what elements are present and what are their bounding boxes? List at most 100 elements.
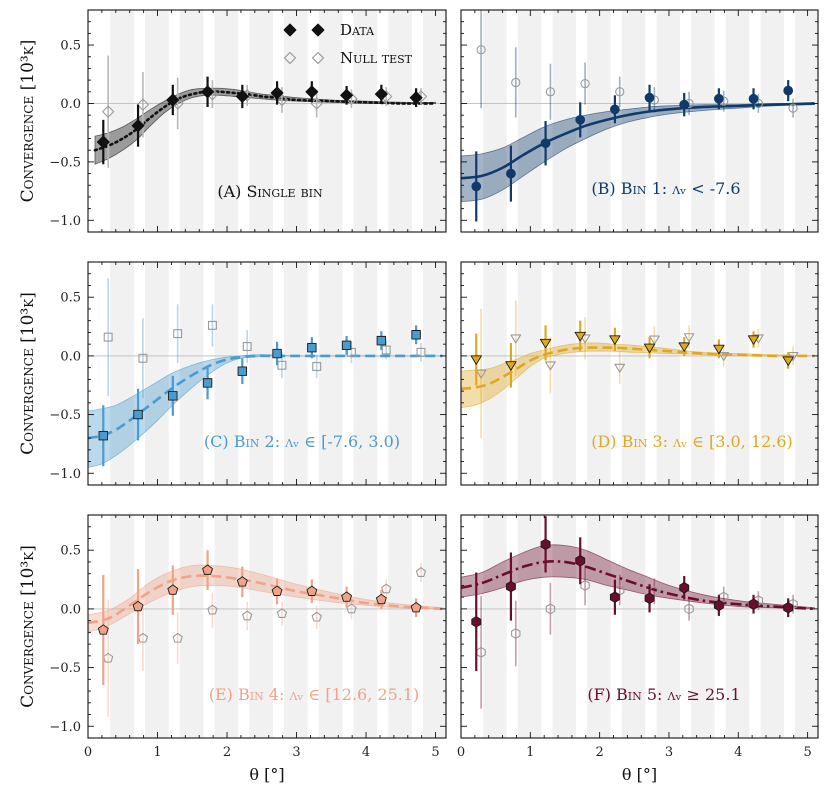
null-point xyxy=(207,320,217,330)
data-point xyxy=(471,616,482,628)
data-point xyxy=(747,335,760,345)
null-point xyxy=(545,603,556,615)
panel-frame xyxy=(87,514,447,739)
bin-stripe xyxy=(388,262,412,485)
model-line xyxy=(88,354,443,440)
null-point xyxy=(615,87,625,97)
null-point xyxy=(545,87,556,97)
data-point xyxy=(644,92,655,103)
data-point xyxy=(471,181,482,192)
x-tick-label: 5 xyxy=(431,745,439,760)
bin-stripe xyxy=(795,515,818,738)
bin-stripe xyxy=(656,262,681,485)
null-point xyxy=(138,353,148,363)
bin-stripe xyxy=(214,262,239,485)
data-point xyxy=(341,591,352,602)
data-point xyxy=(575,555,586,567)
data-point xyxy=(202,564,213,575)
bin-stripe xyxy=(483,10,507,232)
bin-stripe xyxy=(760,262,785,485)
bin-stripe xyxy=(423,262,446,485)
data-point xyxy=(131,119,145,133)
null-point xyxy=(242,610,253,621)
null-point xyxy=(683,333,695,343)
bin-stripe xyxy=(483,515,507,738)
data-point xyxy=(235,90,249,103)
panel-label: (B) Bin 1: λᵥ < -7.6 xyxy=(591,179,740,198)
bin-stripe xyxy=(725,515,750,738)
data-point xyxy=(782,356,794,366)
bin-stripe xyxy=(656,10,681,232)
bin-stripe xyxy=(691,10,715,232)
data-point xyxy=(643,343,656,354)
bin-stripe xyxy=(725,262,750,485)
bin-stripe xyxy=(214,10,239,232)
data-point xyxy=(539,338,552,349)
panel-d: (D) Bin 3: λᵥ ∈ [3.0, 12.6) xyxy=(460,261,819,486)
bin-stripe xyxy=(179,262,204,485)
bin-stripe xyxy=(621,262,646,485)
data-point xyxy=(713,344,725,355)
data-point xyxy=(609,591,620,603)
y-tick-label: 0.5 xyxy=(60,291,81,306)
bin-stripe xyxy=(318,10,343,232)
null-point xyxy=(102,105,115,118)
null-point xyxy=(276,608,288,619)
panel-plot-area xyxy=(461,10,818,232)
panel-frame xyxy=(460,9,819,233)
panel-plot-area xyxy=(88,262,446,485)
null-point xyxy=(381,345,391,355)
y-tick-label: 0.0 xyxy=(60,97,81,112)
x-tick-label: 1 xyxy=(526,745,534,760)
bin-stripe xyxy=(388,10,412,232)
data-point xyxy=(678,342,690,352)
x-tick-label: 1 xyxy=(153,745,161,760)
null-point xyxy=(511,628,521,639)
panel-e: −1.0 −0.5 0.0 0.5 Convergence [10³κ] 0 1 2 3 4 5 θ … xyxy=(18,514,447,784)
bin-stripe xyxy=(353,10,378,232)
panel-label: (C) Bin 2: λᵥ ∈ [-7.6, 3.0) xyxy=(204,432,400,451)
data-point xyxy=(340,88,354,102)
null-point xyxy=(718,351,730,362)
data-point xyxy=(506,168,516,179)
x-tick-label: 5 xyxy=(803,745,811,760)
bin-stripe xyxy=(145,262,169,485)
y-tick-label: 0.0 xyxy=(60,349,81,364)
bin-stripe xyxy=(318,262,343,485)
panel-f: 0 1 2 3 4 5 θ [°] (F) Bin 5: λᵥ ≥ 25.1 xyxy=(457,514,819,784)
bin-stripe xyxy=(517,10,542,232)
bin-stripe xyxy=(656,515,681,738)
bin-stripe xyxy=(483,262,507,485)
data-point xyxy=(505,361,517,371)
data-point xyxy=(748,93,759,104)
data-point xyxy=(575,114,586,125)
null-point xyxy=(103,332,113,342)
model-line xyxy=(461,102,815,180)
bin-stripe xyxy=(353,515,378,738)
y-tick-label: 0.0 xyxy=(60,602,81,617)
null-point xyxy=(312,361,322,371)
y-tick-label: −1.0 xyxy=(49,214,81,229)
data-point xyxy=(237,366,248,376)
null-point xyxy=(614,363,626,373)
data-point xyxy=(714,93,724,104)
data-point xyxy=(411,330,421,340)
panel-label: (A) Single bin xyxy=(217,182,323,201)
bin-stripe xyxy=(110,262,134,485)
null-point xyxy=(277,360,287,370)
null-point xyxy=(719,591,729,603)
data-point xyxy=(748,598,759,610)
data-point xyxy=(305,85,319,99)
y-tick-label: −1.0 xyxy=(49,720,81,735)
legend-data-marker xyxy=(311,23,325,37)
y-axis-label: Convergence [10³κ] xyxy=(18,40,38,203)
bin-stripe xyxy=(423,10,446,232)
legend-null-marker xyxy=(283,51,297,65)
data-point xyxy=(132,600,144,612)
data-point xyxy=(679,99,690,110)
legend-null-label: Null test xyxy=(340,49,413,67)
data-point xyxy=(574,331,586,342)
bin-stripe xyxy=(145,515,169,738)
y-tick-label: −1.0 xyxy=(49,467,81,482)
